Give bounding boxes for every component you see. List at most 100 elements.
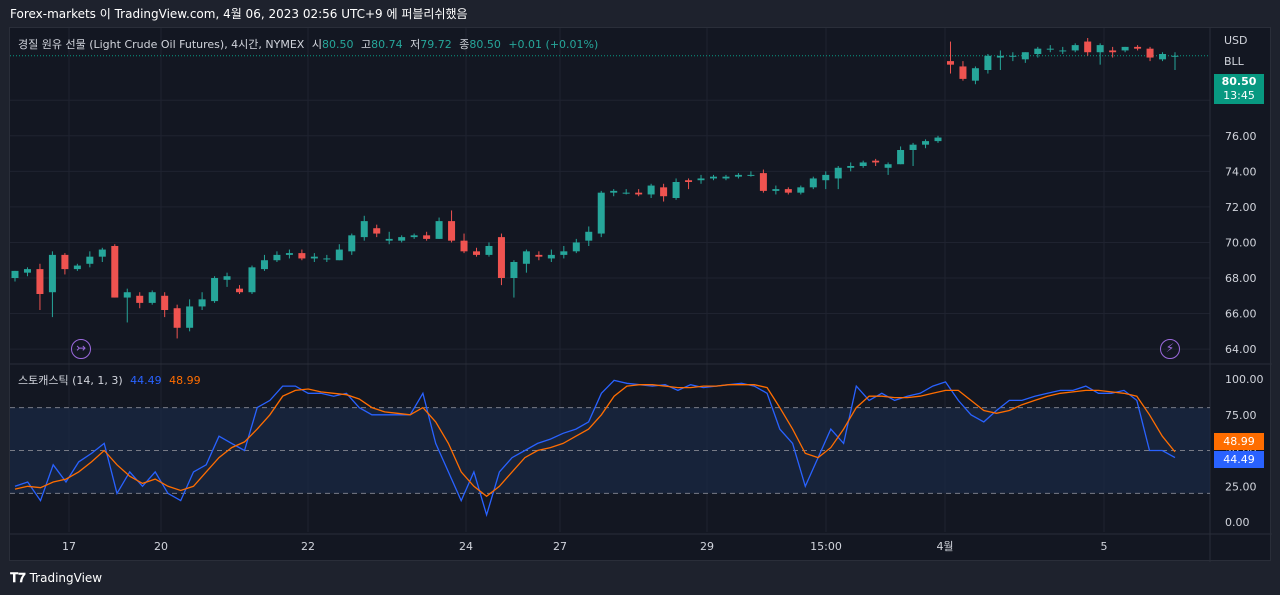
candle-body xyxy=(535,254,543,257)
candle-body xyxy=(11,270,19,278)
stoch-d-value: 48.99 xyxy=(169,374,201,387)
candle-body xyxy=(73,265,81,270)
chart-canvas[interactable]: 78.0076.0074.0072.0070.0068.0066.0064.00… xyxy=(10,28,1272,562)
candle-body xyxy=(1134,46,1142,49)
candle-body xyxy=(884,164,892,168)
stoch-tick-label: 0.00 xyxy=(1225,516,1250,529)
candle-body xyxy=(797,187,805,193)
candle-body xyxy=(822,174,830,181)
price-tick-label: 68.00 xyxy=(1225,272,1257,285)
candle-body xyxy=(360,221,368,238)
candle-body xyxy=(335,249,343,261)
candle-body xyxy=(1071,45,1079,51)
low-label: 저 xyxy=(410,38,421,51)
candle-body xyxy=(248,267,256,293)
candle-body xyxy=(922,141,930,145)
candle-body xyxy=(996,55,1004,58)
candle-body xyxy=(23,269,31,273)
high-value: 80.74 xyxy=(371,38,403,51)
time-tick-label: 17 xyxy=(62,540,76,553)
stoch-d-tag: 48.99 xyxy=(1214,433,1264,450)
candle-body xyxy=(173,308,181,328)
candle-body xyxy=(1034,48,1042,54)
candle-body xyxy=(697,178,705,181)
candle-body xyxy=(448,221,456,241)
lightning-icon[interactable]: ⚡ xyxy=(1160,339,1180,359)
candle-body xyxy=(310,256,318,259)
candle-body xyxy=(734,174,742,177)
time-tick-label: 15:00 xyxy=(810,540,842,553)
candle-body xyxy=(635,192,643,195)
brand-name: TradingView xyxy=(29,571,103,585)
candle-body xyxy=(260,260,268,270)
candle-body xyxy=(897,150,905,165)
candle-body xyxy=(497,237,505,278)
price-tick-label: 70.00 xyxy=(1225,236,1257,249)
time-tick-label: 20 xyxy=(154,540,168,553)
candle-body xyxy=(1171,55,1179,57)
candle-body xyxy=(847,166,855,168)
candle-body xyxy=(946,61,954,65)
candle-body xyxy=(1046,48,1054,50)
stoch-k-line xyxy=(14,379,1176,518)
publish-header: Forex-markets 이 TradingView.com, 4월 06, … xyxy=(10,7,468,21)
change-value: +0.01 (+0.01%) xyxy=(508,38,599,51)
stoch-tick-label: 75.00 xyxy=(1225,409,1257,422)
price-tick-label: 66.00 xyxy=(1225,308,1257,321)
candle-body xyxy=(585,231,593,241)
candle-body xyxy=(784,189,792,193)
candle-body xyxy=(161,295,169,310)
stoch-k-tag: 44.49 xyxy=(1214,451,1264,468)
time-tick-label: 5 xyxy=(1101,540,1108,553)
candle-body xyxy=(597,192,605,234)
candle-body xyxy=(971,68,979,81)
candle-body xyxy=(98,249,106,257)
candle-body xyxy=(547,254,555,259)
time-tick-label: 29 xyxy=(700,540,714,553)
time-tick-label: 22 xyxy=(301,540,315,553)
candle-body xyxy=(672,182,680,198)
candle-body xyxy=(211,278,219,302)
candle-body xyxy=(485,246,493,255)
candle-body xyxy=(1146,48,1154,58)
candle-body xyxy=(410,235,418,238)
candle-body xyxy=(1084,41,1092,53)
candle-body xyxy=(872,160,880,163)
candle-body xyxy=(323,258,331,260)
symbol-legend: 경질 원유 선물 (Light Crude Oil Futures), 4시간,… xyxy=(18,36,598,52)
candle-body xyxy=(186,306,194,328)
candle-body xyxy=(560,251,568,255)
candle-body xyxy=(423,235,431,239)
candle-body xyxy=(348,235,356,252)
candle-body xyxy=(622,192,630,194)
candle-body xyxy=(1096,45,1104,53)
high-label: 고 xyxy=(360,38,372,51)
candle-body xyxy=(809,178,817,188)
close-label: 종 xyxy=(459,38,470,51)
candle-body xyxy=(934,137,942,142)
candle-body xyxy=(460,240,468,252)
candle-body xyxy=(522,251,530,264)
candle-body xyxy=(660,187,668,197)
candle-body xyxy=(859,162,867,166)
footer-brand[interactable]: 𝐓𝟕 TradingView xyxy=(10,569,102,587)
chart-frame[interactable]: 78.0076.0074.0072.0070.0068.0066.0064.00… xyxy=(9,27,1272,562)
close-value: 80.50 xyxy=(469,38,501,51)
candle-body xyxy=(984,55,992,70)
last-price-tag: 80.50 13:45 xyxy=(1214,74,1264,104)
jump-icon[interactable]: ↣ xyxy=(71,339,91,359)
candle-body xyxy=(273,254,281,261)
candle-body xyxy=(86,256,94,264)
candle-body xyxy=(759,173,767,191)
tradingview-logo-icon: 𝐓𝟕 xyxy=(10,570,26,586)
stoch-d-line xyxy=(14,384,1176,498)
candle-body xyxy=(285,253,293,255)
candle-body xyxy=(722,176,730,179)
candle-body xyxy=(48,254,56,293)
candle-body xyxy=(747,174,755,176)
candle-body xyxy=(373,228,381,234)
candle-body xyxy=(223,276,231,280)
candle-body xyxy=(1059,50,1067,52)
candle-body xyxy=(136,295,144,303)
low-value: 79.72 xyxy=(420,38,452,51)
